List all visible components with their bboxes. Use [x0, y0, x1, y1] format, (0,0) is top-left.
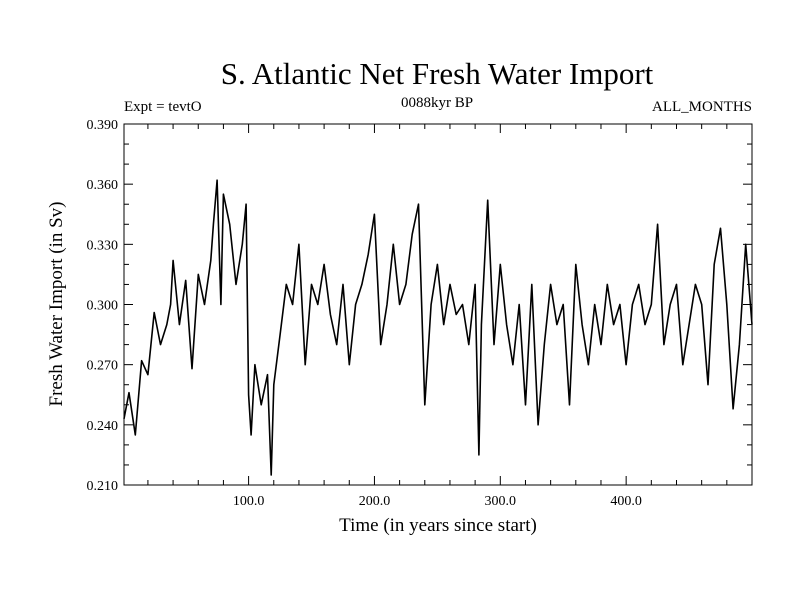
- chart-title: S. Atlantic Net Fresh Water Import: [221, 56, 654, 91]
- subtitle-center: 0088kyr BP: [401, 95, 473, 111]
- y-tick-label: 0.210: [87, 479, 119, 494]
- y-tick-labels: 0.210 0.240 0.270 0.300 0.330 0.360 0.390: [87, 118, 119, 494]
- y-tick-label: 0.330: [87, 238, 119, 253]
- y-tick-label: 0.240: [87, 419, 119, 434]
- plot-frame: [123, 123, 753, 486]
- y-tick-label: 0.270: [87, 359, 119, 374]
- axis-ticks: [124, 123, 753, 486]
- y-tick-label: 0.390: [87, 118, 119, 133]
- x-tick-label: 400.0: [610, 494, 642, 509]
- x-tick-label: 300.0: [485, 494, 517, 509]
- subtitle-left: Expt = tevtO: [124, 99, 202, 115]
- y-axis-label: Fresh Water Import (in Sv): [46, 202, 67, 407]
- x-tick-labels: 100.0 200.0 300.0 400.0: [233, 494, 642, 509]
- series-line: [123, 179, 753, 476]
- x-axis-label: Time (in years since start): [339, 515, 537, 536]
- y-tick-label: 0.360: [87, 178, 119, 193]
- y-tick-label: 0.300: [87, 299, 119, 314]
- subtitle-right: ALL_MONTHS: [652, 99, 752, 115]
- x-tick-label: 200.0: [359, 494, 391, 509]
- x-tick-label: 100.0: [233, 494, 265, 509]
